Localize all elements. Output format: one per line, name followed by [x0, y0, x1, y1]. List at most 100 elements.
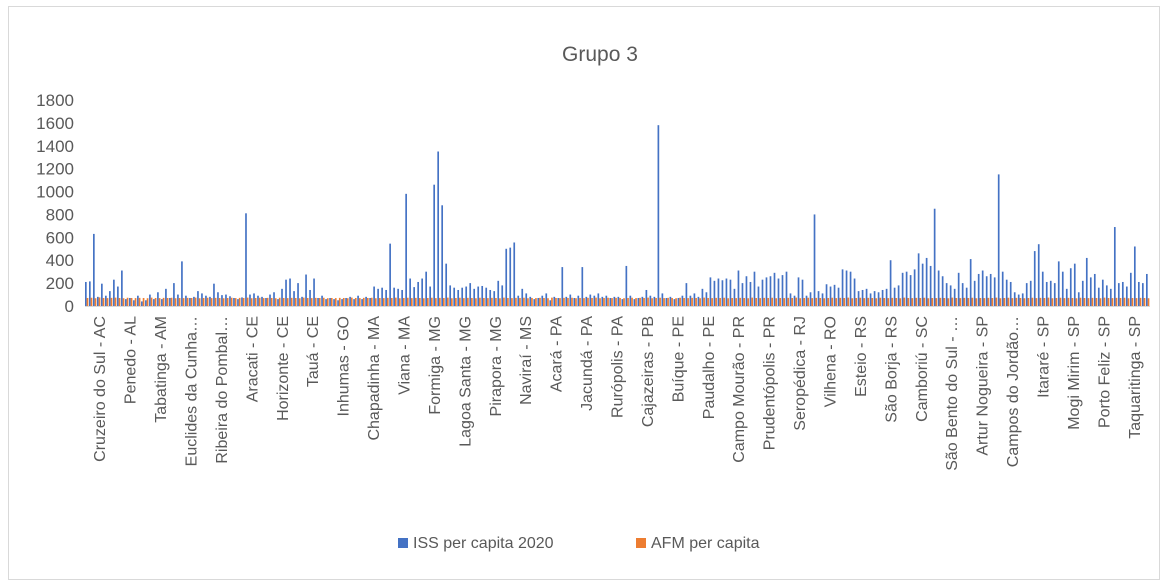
afm-bar: [246, 297, 249, 306]
iss-bar: [493, 291, 496, 306]
iss-bar: [381, 287, 383, 306]
iss-bar: [105, 295, 107, 306]
iss-bar: [605, 295, 608, 306]
afm-bar: [779, 297, 782, 306]
legend-swatch: [636, 538, 646, 548]
afm-bar: [631, 297, 633, 306]
iss-bar: [337, 300, 339, 306]
iss-bar: [221, 295, 223, 306]
afm-bar: [158, 298, 161, 306]
iss-bar: [921, 263, 924, 306]
iss-bar: [385, 289, 387, 306]
iss-bar: [829, 286, 832, 306]
iss-bar: [877, 292, 880, 306]
afm-bar: [979, 297, 982, 306]
afm-bar: [170, 297, 173, 306]
afm-bar: [507, 297, 509, 306]
iss-bar: [301, 296, 303, 306]
iss-bar: [741, 283, 744, 306]
afm-bar: [911, 298, 914, 306]
iss-bar: [137, 295, 139, 306]
iss-bar: [853, 278, 856, 306]
afm-bar: [915, 297, 918, 306]
afm-bar: [162, 297, 165, 306]
iss-bar: [693, 293, 696, 306]
x-category-label: Formiga - MG: [427, 316, 444, 415]
iss-bar: [457, 289, 460, 306]
afm-bar: [1079, 297, 1082, 306]
afm-bar: [150, 297, 153, 306]
afm-bar: [1107, 297, 1110, 306]
iss-bar: [197, 291, 199, 306]
iss-bar: [629, 295, 632, 306]
afm-bar: [859, 297, 862, 306]
iss-bar: [285, 279, 287, 306]
afm-bar: [439, 297, 441, 306]
x-category-label: São Borja - RS: [883, 316, 900, 423]
iss-bar: [761, 279, 764, 306]
iss-bar: [773, 272, 776, 306]
x-category-label: Campo Mourão - PR: [731, 316, 748, 463]
iss-bar: [165, 288, 167, 306]
afm-bar: [423, 298, 425, 306]
iss-bar: [185, 295, 187, 306]
iss-bar: [913, 269, 916, 306]
iss-bar: [313, 278, 315, 306]
afm-bar: [1011, 298, 1014, 306]
iss-bar: [517, 295, 520, 306]
iss-bar: [109, 291, 111, 306]
iss-bar: [217, 292, 219, 306]
afm-bar: [455, 297, 457, 306]
iss-bar: [1137, 281, 1140, 306]
iss-bar: [737, 270, 740, 306]
iss-bar: [837, 287, 840, 306]
iss-bar: [157, 292, 159, 306]
iss-bar: [1109, 288, 1112, 306]
iss-bar: [997, 174, 1000, 306]
iss-bar: [609, 297, 612, 306]
afm-bar: [398, 298, 401, 306]
afm-bar: [210, 298, 213, 306]
iss-bar: [369, 297, 371, 306]
afm-bar: [1031, 297, 1034, 306]
iss-bar: [1085, 257, 1088, 306]
iss-bar: [549, 300, 552, 306]
afm-bar: [671, 297, 673, 306]
iss-bar: [1125, 286, 1128, 306]
iss-bar: [721, 280, 724, 306]
afm-bar: [563, 297, 565, 306]
afm-bar: [194, 297, 197, 306]
afm-bar: [623, 298, 625, 306]
x-category-label: Porto Feliz - SP: [1096, 316, 1113, 428]
iss-bar: [961, 283, 964, 306]
iss-bar: [129, 297, 131, 306]
x-category-label: Camboriú - SC: [914, 316, 931, 422]
afm-bar: [851, 298, 854, 306]
afm-bar: [523, 297, 525, 306]
afm-bar: [138, 297, 141, 306]
iss-bar: [1146, 273, 1148, 306]
afm-bar: [647, 297, 649, 306]
afm-bar: [947, 298, 950, 306]
afm-bar: [1019, 297, 1022, 306]
afm-bar: [394, 297, 397, 306]
iss-bar: [977, 273, 980, 306]
iss-bar: [925, 257, 928, 306]
afm-bar: [959, 298, 962, 306]
afm-bar: [1067, 297, 1070, 306]
iss-bar: [449, 285, 452, 306]
iss-bar: [745, 276, 748, 306]
afm-bar: [114, 297, 117, 306]
iss-bar: [141, 301, 143, 306]
iss-bar: [1041, 271, 1044, 306]
afm-bar: [1075, 298, 1078, 306]
iss-bar: [825, 284, 828, 306]
afm-bar: [615, 297, 617, 306]
iss-bar: [1045, 281, 1048, 306]
iss-bar: [153, 299, 155, 306]
afm-bar: [819, 297, 822, 306]
y-tick-label: 600: [46, 228, 74, 247]
iss-bar: [765, 277, 768, 306]
x-category-label: Penedo - AL: [123, 316, 140, 404]
afm-bar: [447, 297, 449, 306]
